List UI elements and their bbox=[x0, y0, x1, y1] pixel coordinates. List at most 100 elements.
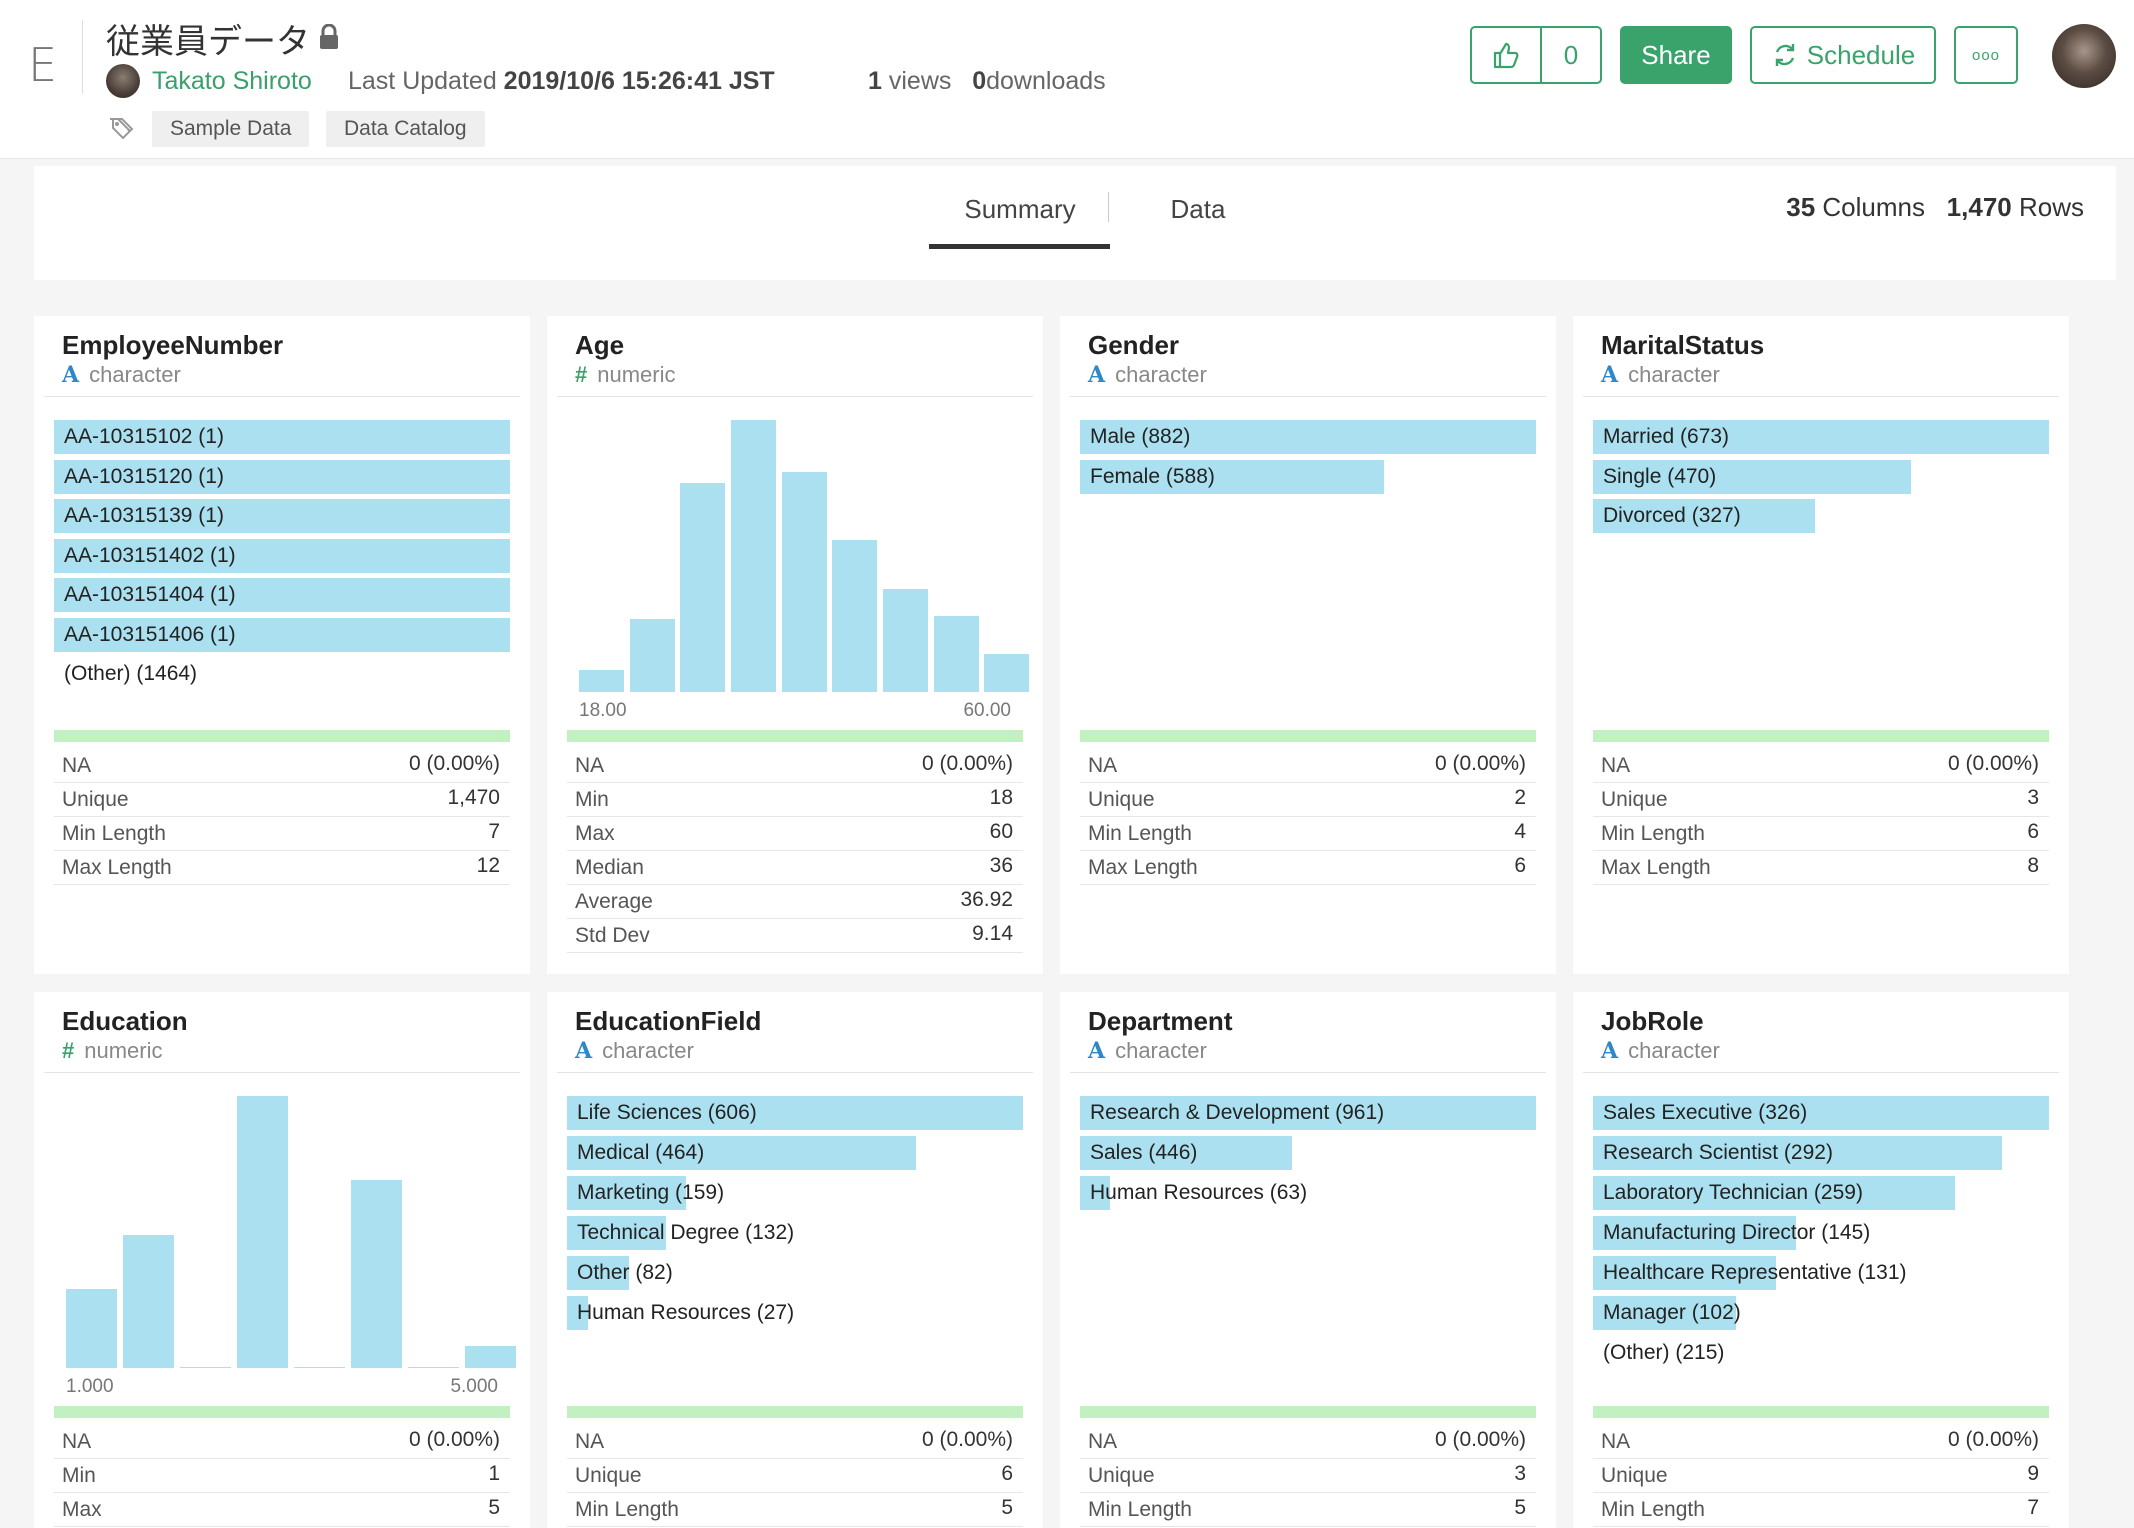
histogram-bar[interactable] bbox=[984, 654, 1029, 692]
stat-row: Min Length 7 bbox=[54, 816, 510, 851]
value-bar[interactable] bbox=[1080, 1176, 1110, 1210]
value-bar[interactable] bbox=[1593, 1136, 2002, 1170]
histogram-bar[interactable] bbox=[294, 1367, 345, 1368]
more-button[interactable]: ooo bbox=[1954, 26, 2018, 84]
tag-data-catalog[interactable]: Data Catalog bbox=[326, 111, 485, 147]
refresh-icon bbox=[1775, 44, 1794, 66]
value-bar[interactable] bbox=[54, 420, 510, 454]
value-bar[interactable] bbox=[567, 1296, 588, 1330]
like-count[interactable]: 0 bbox=[1540, 26, 1602, 84]
stat-label: Median bbox=[575, 856, 644, 879]
column-name: MaritalStatus bbox=[1601, 330, 1765, 360]
value-bar[interactable] bbox=[567, 1096, 1023, 1130]
completeness-bar bbox=[1080, 1406, 1536, 1418]
value-bar[interactable] bbox=[54, 538, 510, 573]
column-card[interactable]: Education # numeric 1.000 5.000 NA 0 (0.00%) Mi… bbox=[34, 992, 530, 1528]
value-bar-label: Female (588) bbox=[1090, 464, 1215, 488]
tab-data[interactable]: Data bbox=[1170, 194, 1226, 224]
histogram-bar[interactable] bbox=[123, 1235, 174, 1368]
histogram-bar[interactable] bbox=[832, 540, 877, 692]
value-bar[interactable] bbox=[567, 1136, 916, 1170]
histogram-bar[interactable] bbox=[782, 472, 827, 692]
value-bar[interactable] bbox=[567, 1256, 629, 1290]
value-bar-label: Sales (446) bbox=[1090, 1141, 1198, 1164]
histogram-bar[interactable] bbox=[731, 420, 776, 692]
share-button[interactable]: Share bbox=[1620, 26, 1732, 84]
numeric-type-icon: # bbox=[62, 1038, 75, 1063]
completeness-bar bbox=[1593, 730, 2049, 742]
histogram-bar[interactable] bbox=[408, 1367, 459, 1368]
app-logo[interactable]: E bbox=[28, 38, 58, 92]
character-type-icon: A bbox=[1601, 1038, 1619, 1064]
value-bar[interactable] bbox=[1080, 1136, 1292, 1170]
value-bar[interactable] bbox=[567, 1176, 686, 1210]
stat-row: NA 0 (0.00%) bbox=[1080, 748, 1536, 783]
value-bar[interactable] bbox=[1080, 1096, 1536, 1130]
tag-sample-data[interactable]: Sample Data bbox=[152, 111, 310, 147]
value-bar[interactable] bbox=[1080, 420, 1536, 454]
histogram-bar[interactable] bbox=[66, 1289, 117, 1368]
stat-row: NA 0 (0.00%) bbox=[54, 748, 510, 783]
value-bar-label: Single (470) bbox=[1603, 464, 1717, 488]
stat-label: Min Length bbox=[575, 1498, 679, 1521]
tab-summary[interactable]: Summary bbox=[964, 194, 1076, 224]
stat-label: Min Length bbox=[1088, 1498, 1192, 1521]
histogram-bar[interactable] bbox=[680, 483, 725, 692]
histogram-bar[interactable] bbox=[237, 1096, 288, 1368]
value-bar[interactable] bbox=[1593, 459, 1911, 494]
stat-row: Max 5 bbox=[54, 1492, 510, 1527]
value-bar[interactable] bbox=[1080, 459, 1384, 494]
value-bar[interactable] bbox=[54, 499, 510, 533]
histogram-bar[interactable] bbox=[351, 1180, 402, 1368]
histogram-bar[interactable] bbox=[180, 1367, 231, 1368]
stat-value: 5 bbox=[1514, 1496, 1526, 1519]
value-bar[interactable] bbox=[1593, 1296, 1736, 1330]
header: E 従業員データ Takato Shiroto Last Updated 201… bbox=[0, 0, 2134, 159]
stat-value: 3 bbox=[1514, 1462, 1526, 1485]
stat-row: Unique 2 bbox=[1080, 782, 1536, 817]
stat-row: Min Length 4 bbox=[1080, 816, 1536, 851]
value-bar[interactable] bbox=[54, 617, 510, 652]
value-bar-label: Laboratory Technician (259) bbox=[1603, 1181, 1863, 1204]
value-bar[interactable] bbox=[1593, 499, 1815, 533]
like-button[interactable] bbox=[1470, 26, 1542, 84]
stat-value: 9 bbox=[2027, 1462, 2039, 1485]
column-card[interactable]: Age # numeric 18.00 60.00 NA 0 (0.00%) Min 18 Max… bbox=[547, 316, 1043, 974]
histogram-bar[interactable] bbox=[579, 670, 624, 692]
author-avatar[interactable] bbox=[106, 64, 140, 98]
histogram-bar[interactable] bbox=[465, 1346, 516, 1368]
stat-row: NA 0 (0.00%) bbox=[1593, 748, 2049, 783]
histogram-bar[interactable] bbox=[934, 616, 979, 692]
author-link[interactable]: Takato Shiroto bbox=[152, 67, 312, 95]
histogram-bar[interactable] bbox=[883, 589, 928, 692]
column-name: Gender bbox=[1088, 330, 1180, 360]
value-bar[interactable] bbox=[1593, 1216, 1796, 1250]
value-bar[interactable] bbox=[54, 459, 510, 494]
value-bar[interactable] bbox=[54, 578, 510, 612]
histogram-bar[interactable] bbox=[630, 619, 675, 692]
user-avatar[interactable] bbox=[2052, 24, 2116, 88]
stat-row: Average 36.92 bbox=[567, 884, 1023, 919]
value-bar[interactable] bbox=[1593, 1176, 1955, 1210]
value-bar[interactable] bbox=[1593, 1096, 2049, 1130]
header-divider bbox=[82, 20, 83, 94]
stat-label: NA bbox=[1601, 1430, 1631, 1453]
value-bar[interactable] bbox=[567, 1216, 666, 1250]
column-type-label: character bbox=[89, 362, 181, 387]
column-name: Department bbox=[1088, 1006, 1233, 1036]
value-bar[interactable] bbox=[1593, 420, 2049, 454]
completeness-bar bbox=[567, 730, 1023, 742]
schedule-button[interactable]: Schedule bbox=[1750, 26, 1936, 84]
stat-label: Min Length bbox=[1601, 822, 1705, 845]
value-bar[interactable] bbox=[1593, 1256, 1776, 1290]
stat-value: 0 (0.00%) bbox=[1434, 1428, 1526, 1451]
